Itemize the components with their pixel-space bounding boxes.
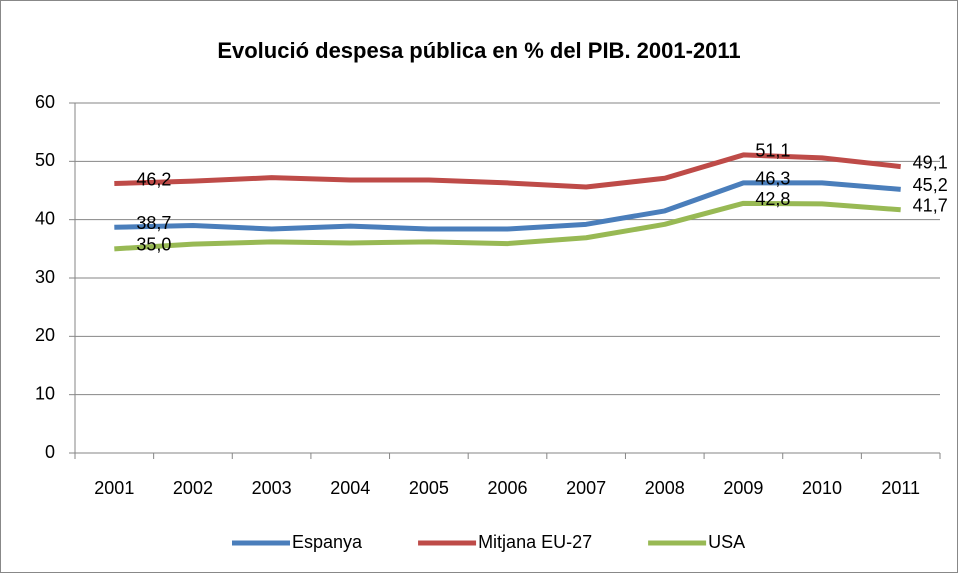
- data-label: 38,7: [136, 213, 171, 233]
- data-label: 42,8: [755, 189, 790, 209]
- data-label: 45,2: [913, 175, 948, 195]
- y-tick-label: 10: [35, 383, 55, 403]
- legend-label: Mitjana EU-27: [478, 532, 592, 552]
- x-tick-label: 2008: [645, 478, 685, 498]
- y-tick-label: 20: [35, 325, 55, 345]
- chart-title: Evolució despesa pública en % del PIB. 2…: [217, 38, 740, 63]
- x-tick-label: 2005: [409, 478, 449, 498]
- legend-label: Espanya: [292, 532, 363, 552]
- x-tick-label: 2007: [566, 478, 606, 498]
- x-tick-label: 2009: [723, 478, 763, 498]
- series-line: [114, 180, 901, 232]
- x-tick-label: 2006: [487, 478, 527, 498]
- series-line: [114, 152, 901, 190]
- y-tick-label: 60: [35, 92, 55, 112]
- data-label: 49,1: [913, 152, 948, 172]
- data-label: 46,2: [136, 169, 171, 189]
- x-tick-label: 2002: [173, 478, 213, 498]
- x-tick-label: 2011: [881, 478, 920, 498]
- x-tick-label: 2004: [330, 478, 370, 498]
- x-tick-label: 2001: [94, 478, 134, 498]
- data-label: 51,1: [755, 141, 790, 161]
- x-tick-label: 2003: [252, 478, 292, 498]
- series-line: [114, 200, 901, 252]
- data-label: 46,3: [755, 169, 790, 189]
- y-tick-label: 50: [35, 150, 55, 170]
- legend-label: USA: [708, 532, 745, 552]
- data-label: 35,0: [136, 235, 171, 255]
- x-tick-label: 2010: [802, 478, 842, 498]
- data-label: 41,7: [913, 196, 948, 216]
- y-tick-label: 30: [35, 267, 55, 287]
- y-tick-label: 40: [35, 208, 55, 228]
- y-tick-label: 0: [45, 442, 55, 462]
